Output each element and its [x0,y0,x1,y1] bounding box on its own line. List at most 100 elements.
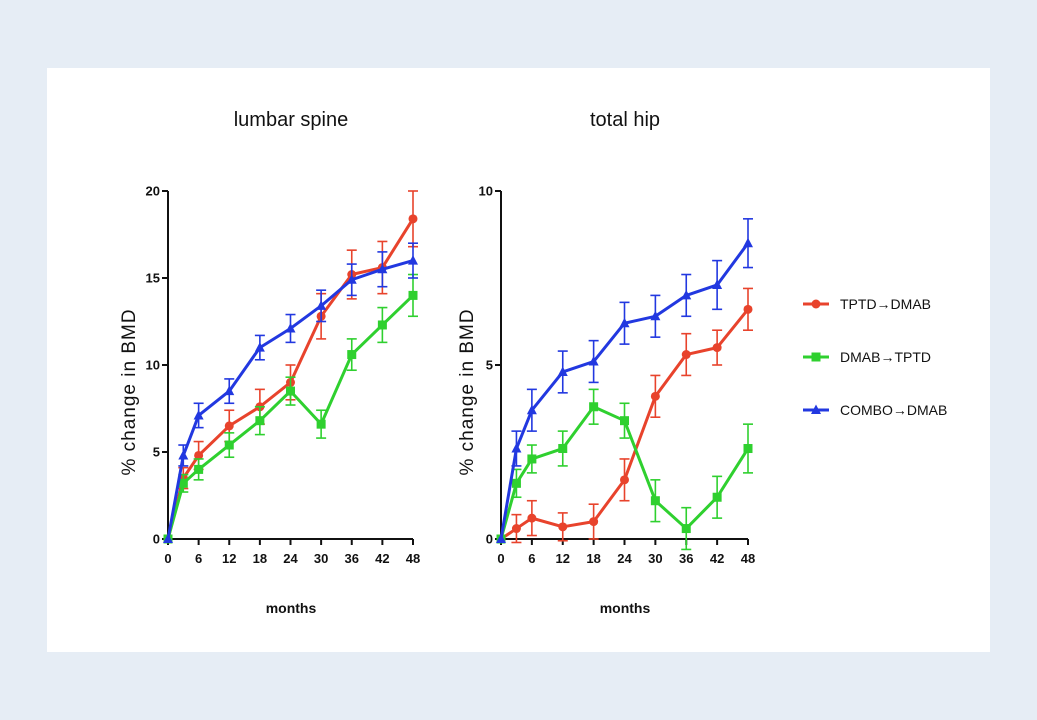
x-tick-label: 12 [556,551,570,566]
x-tick-label: 18 [253,551,267,566]
data-point [163,533,173,543]
y-tick-label: 10 [479,184,493,199]
x-axis-label: months [266,600,317,616]
chart-title: total hip [590,109,660,131]
data-point [557,366,568,376]
data-point [558,444,568,454]
data-point [377,320,387,330]
data-point [377,263,388,274]
series-line [166,218,415,540]
series-COMBO→DMAB [496,218,753,543]
series-line [500,308,750,541]
series-TPTD→DMAB [163,190,418,544]
data-point [527,513,537,523]
x-tick-label: 48 [406,551,420,566]
series-line [166,294,415,540]
x-tick-label: 6 [528,551,535,566]
chart-title: lumbar spine [234,109,349,131]
plot-area: 0 5 10 15 20 0 6 12 18 24 30 36 42 48 [146,184,421,567]
data-point [527,454,537,464]
x-tick-label: 24 [283,551,298,566]
x-tick-label: 42 [375,551,389,566]
data-point [285,322,296,333]
data-point [194,450,204,460]
x-tick-label: 30 [648,551,662,566]
series-line [499,242,750,540]
series-line [166,259,414,540]
data-point [589,402,599,412]
legend-marker [811,352,821,362]
data-point [589,517,599,527]
data-point [650,310,661,321]
x-tick-label: 12 [222,551,236,566]
data-point [650,496,660,506]
data-point [347,350,357,360]
series-DMAB→TPTD [163,273,418,544]
data-point [743,304,753,314]
y-tick-label: 5 [153,445,160,460]
data-point [408,214,418,224]
data-point [255,416,265,426]
series-TPTD→DMAB [496,287,753,544]
legend: TPTD→DMAB DMAB→TPTD COMBO→DMAB [803,296,947,418]
data-point [511,443,522,453]
x-tick-label: 36 [679,551,693,566]
figure-canvas: lumbar spine % change in BMD months 0 5 10… [119,109,947,616]
data-point [408,290,418,300]
data-point [178,449,189,460]
y-axis-label: % change in BMD [457,308,478,475]
data-point [316,419,326,429]
data-point [254,342,265,352]
data-point [178,478,188,488]
data-point [511,524,521,534]
x-tick-label: 24 [617,551,632,566]
data-point [650,391,660,401]
data-point [224,385,235,396]
legend-label: DMAB→TPTD [840,349,931,365]
legend-marker [811,404,821,414]
data-point [588,356,599,366]
data-point [408,255,418,265]
series-line [499,405,750,540]
x-tick-label: 0 [497,551,504,566]
data-point [712,279,723,289]
x-tick-label: 48 [741,551,755,566]
data-point [620,416,629,426]
data-point [620,475,629,485]
x-axis-label: months [600,600,651,616]
data-point [743,237,753,248]
x-tick-label: 0 [164,551,171,566]
legend-label: TPTD→DMAB [840,296,931,312]
y-tick-label: 20 [146,184,160,199]
y-tick-label: 15 [146,271,160,286]
y-tick-label: 0 [486,532,493,547]
legend-item: TPTD→DMAB [803,296,931,312]
data-point [712,492,722,502]
legend-label: COMBO→DMAB [840,402,947,418]
x-tick-label: 36 [345,551,359,566]
data-point [681,350,691,360]
chart-lumbar-spine: lumbar spine % change in BMD months 0 5 10… [119,109,420,616]
data-point [712,343,722,353]
data-point [194,464,204,474]
plot-area: 0 5 10 0 6 12 18 24 30 36 42 48 [479,184,756,567]
data-point [224,440,234,450]
data-point [193,409,204,420]
data-point [681,289,692,300]
data-point [743,444,753,454]
legend-item: COMBO→DMAB [803,402,947,418]
x-tick-label: 42 [710,551,724,566]
data-point [619,317,630,328]
data-point [316,300,327,310]
y-tick-label: 0 [153,532,160,547]
y-axis-label: % change in BMD [119,308,140,475]
data-point [346,274,357,284]
figure-panel: lumbar spine % change in BMD months 0 5 10… [47,68,990,652]
data-point [558,522,568,532]
data-point [511,478,521,488]
data-point [286,386,295,396]
legend-marker [811,299,821,309]
series-COMBO→DMAB [163,242,418,543]
y-tick-label: 5 [486,358,493,373]
x-tick-label: 6 [195,551,202,566]
